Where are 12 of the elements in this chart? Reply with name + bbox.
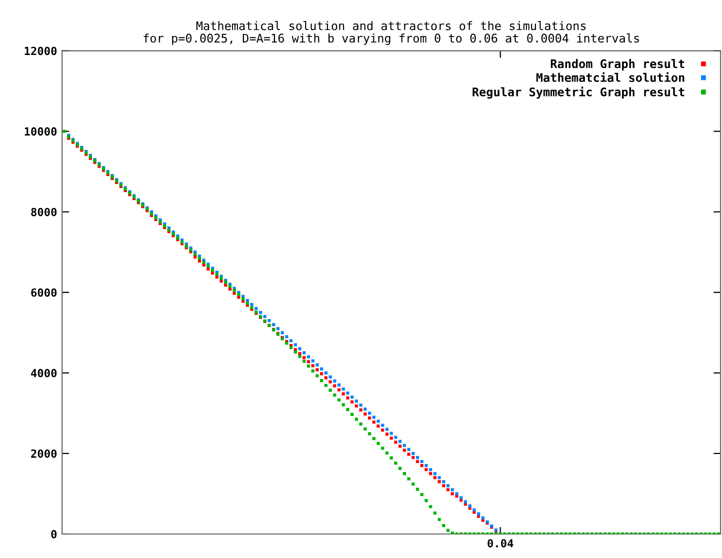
legend-label: Regular Symmetric Graph result [472, 86, 684, 99]
y-tick-label: 6000 [31, 288, 57, 297]
legend-label: Random Graph result [550, 59, 684, 70]
y-tick-label: 4000 [31, 368, 57, 378]
legend-label: Mathematcial solution [536, 72, 684, 82]
chart-title: Mathematical solution and attractors of the simulations for p=0.0025, D=A=16 with b varying from 0 to 0.06 at 0.0004 intervals [144, 21, 639, 45]
y-tick-label: 10000 [24, 127, 57, 136]
y-tick-label: 0 [51, 530, 57, 538]
x-tick-label: 0.04 [488, 539, 514, 548]
y-tick-label: 8000 [31, 208, 57, 216]
y-tick-label: 2000 [31, 449, 57, 458]
y-tick-label: 12000 [24, 46, 57, 56]
